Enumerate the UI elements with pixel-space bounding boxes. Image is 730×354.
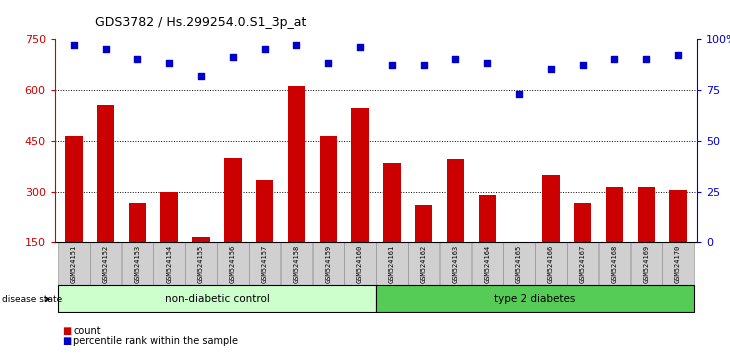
Bar bbox=[606, 187, 623, 242]
Bar bbox=[478, 195, 496, 242]
Bar bbox=[535, 242, 566, 285]
Point bbox=[672, 52, 684, 58]
Text: type 2 diabetes: type 2 diabetes bbox=[494, 294, 576, 304]
Text: GSM524165: GSM524165 bbox=[516, 245, 522, 283]
Bar bbox=[408, 242, 439, 285]
Point bbox=[386, 63, 398, 68]
Point bbox=[323, 61, 334, 66]
Text: percentile rank within the sample: percentile rank within the sample bbox=[73, 336, 238, 346]
Point bbox=[68, 42, 80, 48]
Text: GSM524154: GSM524154 bbox=[166, 245, 172, 283]
Bar bbox=[510, 242, 528, 244]
Text: GSM524156: GSM524156 bbox=[230, 245, 236, 283]
Point bbox=[450, 57, 461, 62]
Bar bbox=[472, 242, 503, 285]
Point bbox=[418, 63, 429, 68]
Bar bbox=[351, 108, 369, 242]
Text: GSM524166: GSM524166 bbox=[548, 245, 554, 283]
Text: GSM524164: GSM524164 bbox=[484, 245, 491, 283]
Text: GSM524157: GSM524157 bbox=[261, 245, 268, 283]
Text: GSM524163: GSM524163 bbox=[453, 245, 458, 283]
Bar bbox=[312, 242, 344, 285]
Text: GDS3782 / Hs.299254.0.S1_3p_at: GDS3782 / Hs.299254.0.S1_3p_at bbox=[95, 16, 307, 29]
Bar bbox=[281, 242, 312, 285]
Text: count: count bbox=[73, 326, 101, 336]
Bar bbox=[669, 190, 687, 242]
Text: GSM524151: GSM524151 bbox=[71, 245, 77, 283]
Bar bbox=[439, 242, 471, 285]
Point bbox=[609, 57, 620, 62]
Text: GSM524153: GSM524153 bbox=[134, 245, 140, 283]
Text: GSM524162: GSM524162 bbox=[420, 245, 426, 283]
Text: GSM524169: GSM524169 bbox=[643, 245, 649, 283]
Bar bbox=[65, 136, 82, 242]
Bar bbox=[58, 242, 90, 285]
Bar bbox=[376, 242, 407, 285]
Bar bbox=[447, 159, 464, 242]
Bar bbox=[637, 187, 655, 242]
Point bbox=[195, 73, 207, 79]
Bar bbox=[217, 242, 249, 285]
Point bbox=[640, 57, 652, 62]
Bar bbox=[631, 242, 662, 285]
Bar bbox=[224, 158, 242, 242]
Text: GSM524159: GSM524159 bbox=[326, 245, 331, 283]
Bar bbox=[97, 105, 115, 242]
Bar bbox=[288, 86, 305, 242]
Text: non-diabetic control: non-diabetic control bbox=[164, 294, 269, 304]
Text: GSM524167: GSM524167 bbox=[580, 245, 585, 283]
Text: GSM524161: GSM524161 bbox=[389, 245, 395, 283]
Point bbox=[131, 57, 143, 62]
Bar bbox=[122, 242, 153, 285]
Bar bbox=[383, 163, 401, 242]
Point bbox=[259, 46, 271, 52]
Point bbox=[513, 91, 525, 97]
Text: ■: ■ bbox=[62, 326, 72, 336]
Text: GSM524168: GSM524168 bbox=[612, 245, 618, 283]
Bar bbox=[345, 242, 376, 285]
Point bbox=[164, 61, 175, 66]
Bar bbox=[256, 180, 274, 242]
Bar bbox=[599, 242, 630, 285]
Bar bbox=[185, 242, 217, 285]
Point bbox=[481, 61, 493, 66]
Bar bbox=[90, 242, 121, 285]
Bar bbox=[161, 192, 178, 242]
Text: disease state: disease state bbox=[2, 295, 63, 304]
Bar bbox=[249, 242, 280, 285]
Text: GSM524158: GSM524158 bbox=[293, 245, 299, 283]
Bar bbox=[542, 175, 560, 242]
Bar bbox=[503, 242, 535, 285]
Text: GSM524170: GSM524170 bbox=[675, 245, 681, 283]
Text: GSM524160: GSM524160 bbox=[357, 245, 363, 283]
Point bbox=[291, 42, 302, 48]
Point bbox=[100, 46, 112, 52]
Text: GSM524152: GSM524152 bbox=[103, 245, 109, 283]
Point bbox=[227, 55, 239, 60]
Bar bbox=[415, 205, 432, 242]
Bar bbox=[320, 136, 337, 242]
Point bbox=[545, 67, 557, 72]
Bar bbox=[567, 242, 599, 285]
Bar bbox=[574, 204, 591, 242]
Bar bbox=[58, 285, 376, 312]
Bar bbox=[128, 204, 146, 242]
Bar bbox=[192, 238, 210, 242]
Bar bbox=[153, 242, 185, 285]
Bar bbox=[662, 242, 694, 285]
Text: ■: ■ bbox=[62, 336, 72, 346]
Bar bbox=[376, 285, 694, 312]
Text: GSM524155: GSM524155 bbox=[198, 245, 204, 283]
Point bbox=[577, 63, 588, 68]
Point bbox=[354, 44, 366, 50]
